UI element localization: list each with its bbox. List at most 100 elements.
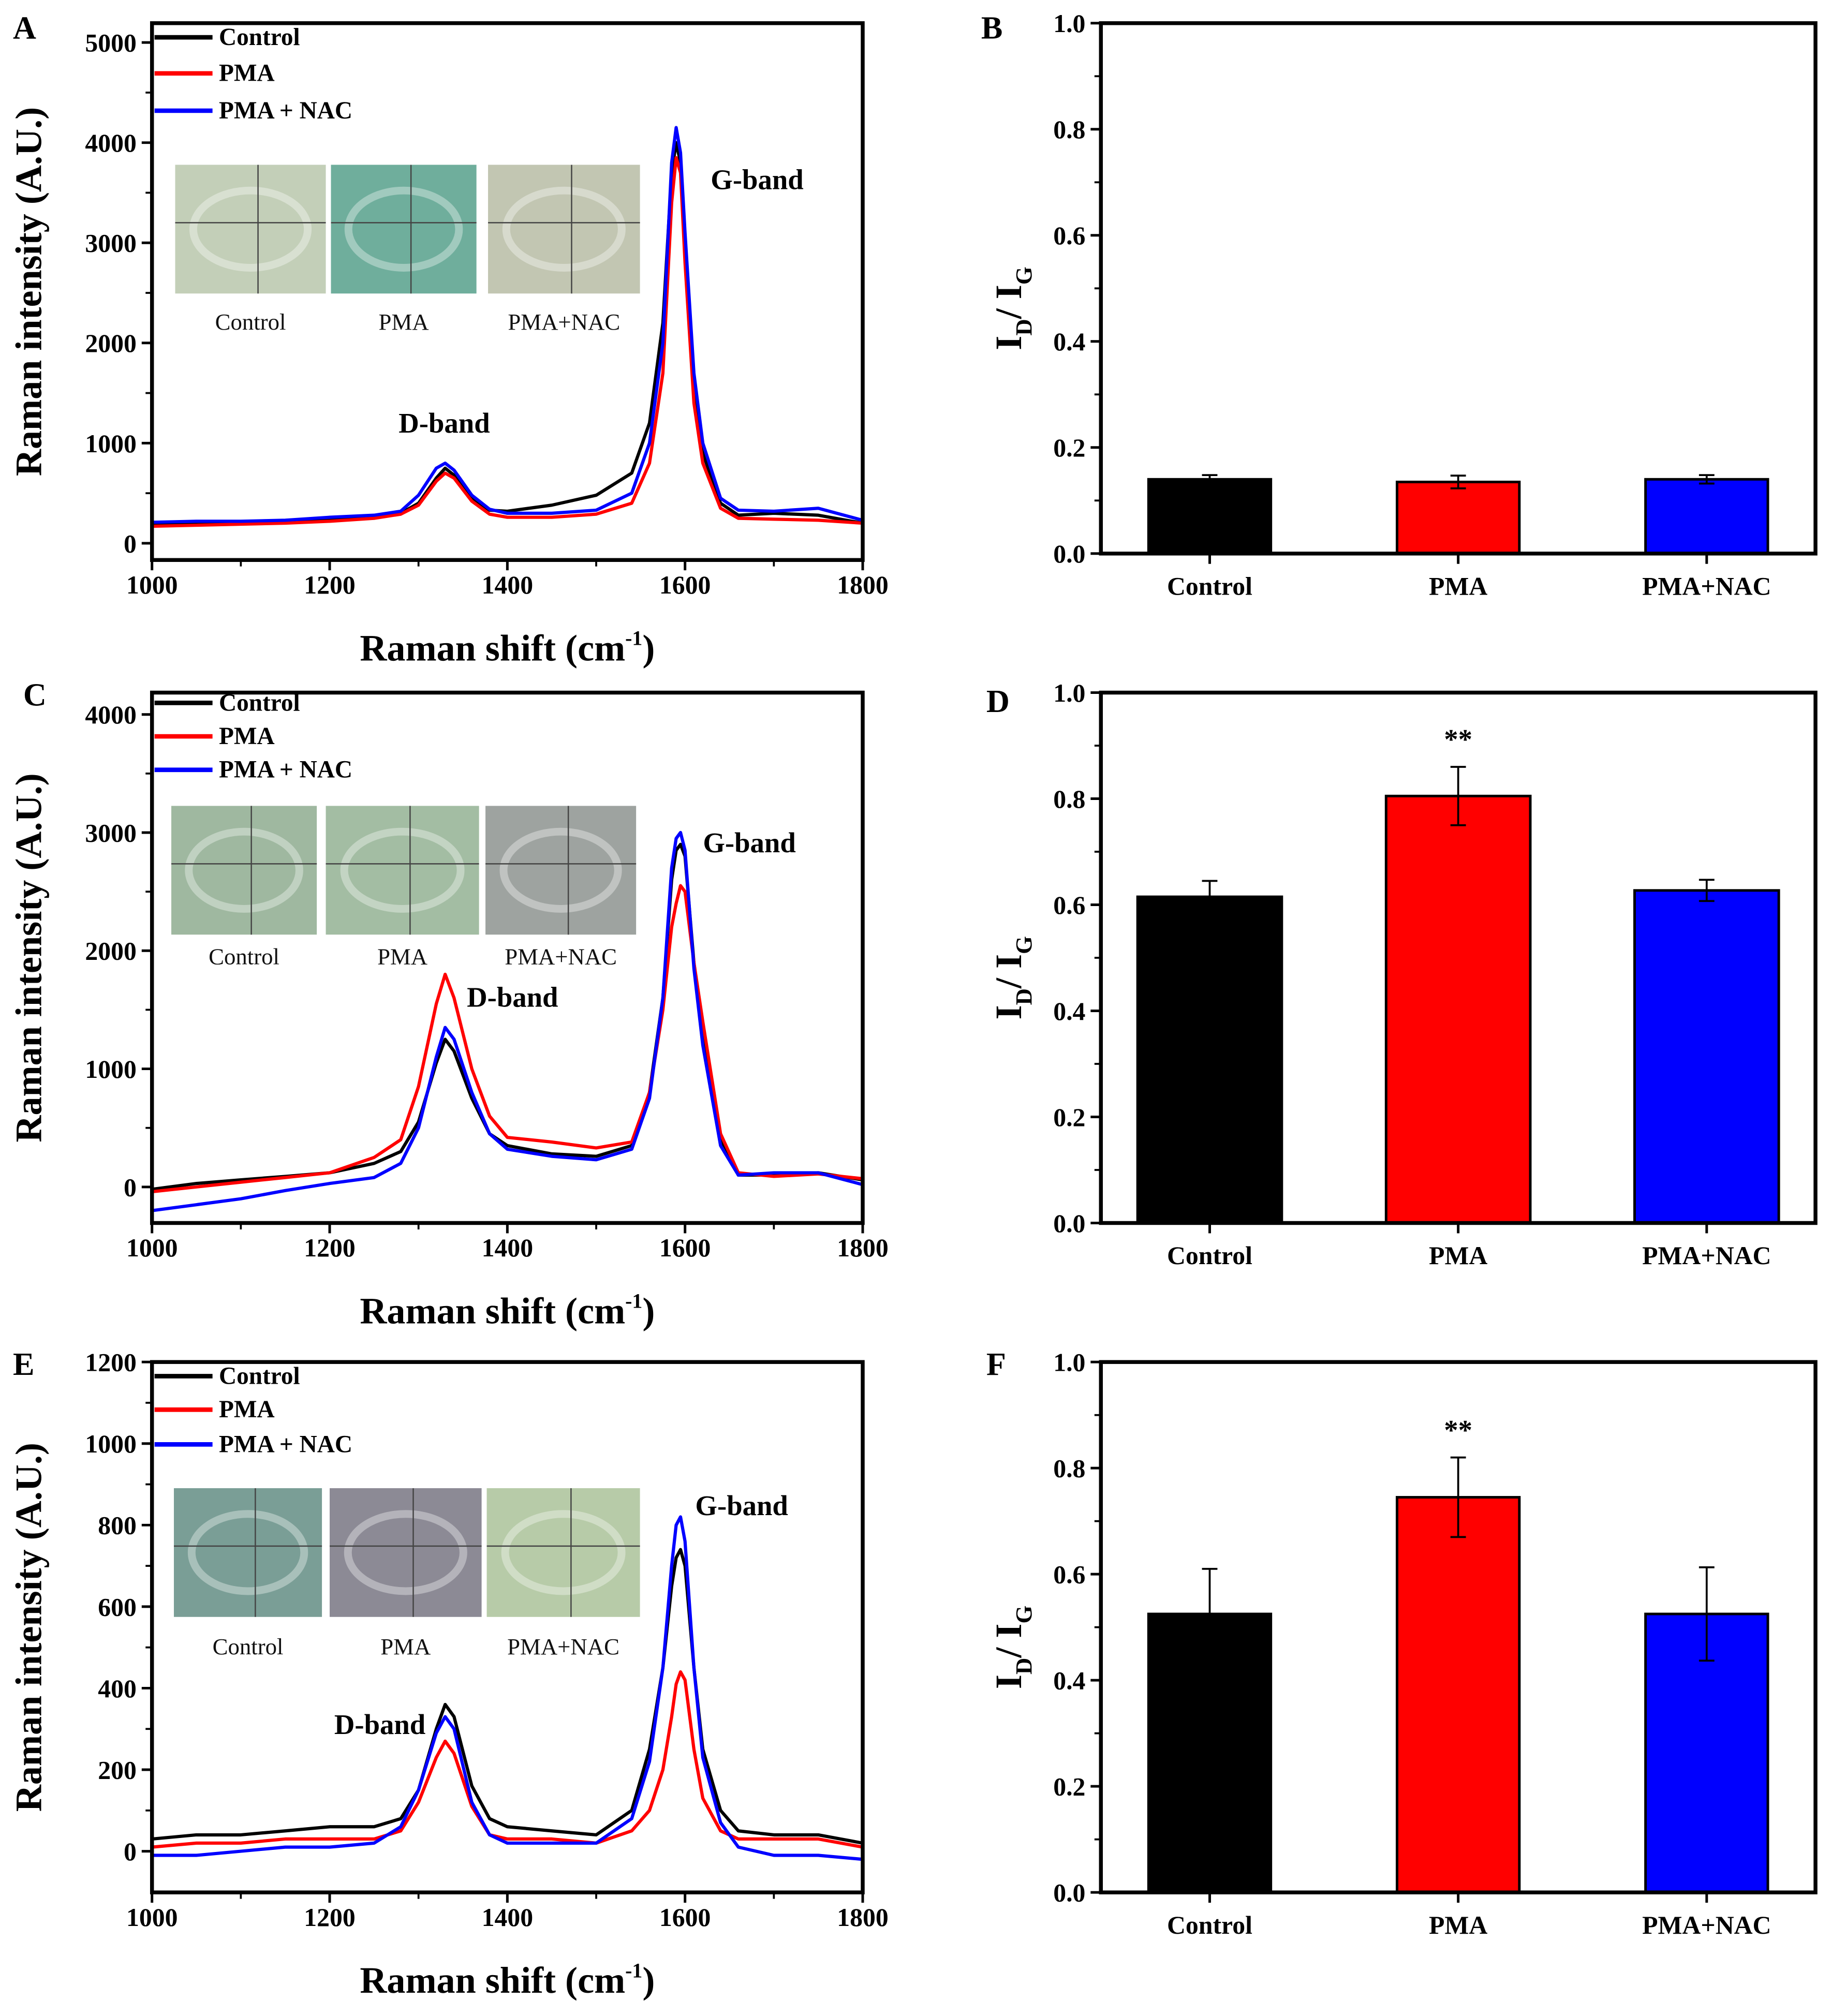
x-tick-label: 1200 — [304, 571, 355, 599]
y-tick-label: 0.0 — [1053, 540, 1085, 568]
panel-e: E Raman shift (cm-1) — [13, 1347, 865, 2001]
panel-b: B ID/ IG — [981, 11, 1818, 564]
y-tick-label: 0.2 — [1053, 1103, 1085, 1132]
x-category-label: PMA — [1429, 1241, 1487, 1270]
cell-outline — [499, 827, 622, 913]
y-title-sub-d: D — [1011, 319, 1037, 335]
x-tick-label: 1600 — [659, 1903, 711, 1932]
y-axis-title: Raman intensity (A.U.) — [8, 107, 50, 476]
x-axis-title: Raman shift (cm-1) — [360, 1959, 655, 2001]
series-line-1 — [152, 884, 863, 1194]
y-tick-label: 0.6 — [1053, 891, 1085, 920]
y-tick-label: 1.0 — [1053, 1348, 1085, 1377]
bar-1 — [1147, 478, 1273, 555]
y-tick-label: 0.2 — [1053, 1773, 1085, 1801]
y-tick-label: 800 — [98, 1511, 137, 1540]
y-tick-label: 5000 — [85, 29, 137, 57]
x-axis-title-superscript: -1 — [625, 627, 642, 649]
x-axis-title-text: Raman shift (cm — [360, 627, 625, 669]
series-line-2 — [152, 831, 863, 1212]
x-category-label: PMA+NAC — [1642, 572, 1771, 600]
y-tick-label: 2000 — [85, 937, 137, 966]
g-band-label: G-band — [703, 827, 795, 858]
plot-frame — [1099, 21, 1818, 556]
y-tick-label: 0.0 — [1053, 1879, 1085, 1907]
plot-frame — [150, 1360, 865, 1894]
inset-label: Control — [215, 309, 286, 335]
panel-d: D ID/ IG — [986, 684, 1818, 1234]
x-tick-label: 1800 — [837, 1234, 888, 1262]
y-tick-label: 0 — [124, 529, 137, 558]
y-title-sub-g: G — [1011, 1606, 1037, 1624]
panel-c: C Raman shift (cm-1) — [23, 677, 865, 1332]
series-line-2 — [152, 1515, 863, 1861]
legend-label: Control — [219, 24, 300, 51]
y-tick-label: 400 — [98, 1674, 137, 1703]
cell-outline — [501, 1510, 626, 1595]
legend-label: Control — [219, 1362, 300, 1389]
y-tick-label: 3000 — [85, 229, 137, 258]
cell-micrograph-2 — [330, 1488, 482, 1617]
y-tick-label: 0 — [124, 1837, 137, 1866]
x-category-label: PMA+NAC — [1642, 1911, 1771, 1939]
legend-label: PMA — [219, 723, 275, 750]
y-title-sep: / I — [988, 954, 1029, 989]
panel-letter: E — [13, 1347, 34, 1382]
panel-letter: F — [986, 1347, 1006, 1382]
y-tick-label: 0.6 — [1053, 221, 1085, 250]
micrograph-image — [488, 165, 640, 294]
y-tick-label: 0.4 — [1053, 997, 1085, 1026]
cell-micrograph-1 — [175, 165, 326, 294]
cell-micrograph-3 — [488, 165, 640, 294]
y-title-i: I — [988, 336, 1029, 350]
y-tick-label: 200 — [98, 1756, 137, 1784]
bar-2 — [1384, 794, 1532, 1224]
y-title-sep: / I — [988, 285, 1029, 319]
x-tick-label: 1000 — [126, 571, 178, 599]
legend-label: PMA — [219, 1396, 275, 1423]
y-tick-label: 1000 — [85, 1055, 137, 1084]
significance-marker: ** — [1444, 723, 1472, 755]
bar-2 — [1395, 1496, 1521, 1894]
x-tick-label: 1400 — [482, 1234, 533, 1262]
y-tick-label: 1200 — [85, 1348, 137, 1377]
y-axis-title: Raman intensity (A.U.) — [8, 1443, 50, 1812]
series-line-2 — [152, 126, 863, 524]
y-tick-label: 4000 — [85, 701, 137, 729]
x-axis-title-text: Raman shift (cm — [360, 1960, 625, 2001]
y-tick-label: 4000 — [85, 129, 137, 157]
inset-label: PMA — [380, 1634, 431, 1659]
inset-label: PMA — [377, 943, 427, 969]
series-line-0 — [152, 1548, 863, 1845]
panel-letter: D — [986, 684, 1010, 719]
y-tick-label: 0.0 — [1053, 1209, 1085, 1238]
x-category-label: Control — [1167, 1911, 1252, 1939]
x-axis-title: Raman shift (cm-1) — [360, 627, 655, 669]
inset-label: Control — [209, 943, 279, 969]
plot-frame — [150, 21, 865, 562]
y-axis-title: ID/ IG — [988, 936, 1037, 1019]
legend-label: Control — [219, 689, 300, 716]
x-tick-label: 1000 — [126, 1903, 178, 1932]
cell-micrograph-3 — [485, 806, 637, 935]
cell-micrograph-1 — [171, 806, 317, 935]
bar-2 — [1395, 480, 1521, 555]
x-tick-label: 1600 — [659, 1234, 711, 1262]
micrograph-image — [486, 1488, 640, 1617]
y-title-sub-g: G — [1011, 266, 1037, 285]
cell-micrograph-2 — [331, 165, 477, 294]
x-axis-title-close: ) — [642, 1291, 655, 1332]
x-category-label: Control — [1167, 1241, 1252, 1270]
micrograph-image — [331, 165, 477, 294]
y-tick-label: 0 — [124, 1173, 137, 1202]
inset-label: PMA+NAC — [505, 943, 617, 969]
cell-outline — [502, 186, 626, 272]
cell-micrograph-1 — [173, 1488, 322, 1617]
panel-f: F ID/ IG — [986, 1347, 1818, 1903]
y-tick-label: 0.6 — [1053, 1561, 1085, 1589]
cell-micrograph-2 — [326, 806, 479, 935]
y-tick-label: 0.8 — [1053, 785, 1085, 813]
y-tick-label: 0.4 — [1053, 328, 1085, 356]
bar-1 — [1136, 895, 1283, 1224]
